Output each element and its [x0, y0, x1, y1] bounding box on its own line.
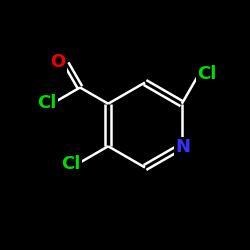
Text: Cl: Cl [37, 94, 56, 112]
Text: O: O [50, 53, 66, 71]
Text: Cl: Cl [62, 155, 81, 173]
Text: Cl: Cl [197, 65, 216, 83]
Text: N: N [176, 138, 190, 156]
